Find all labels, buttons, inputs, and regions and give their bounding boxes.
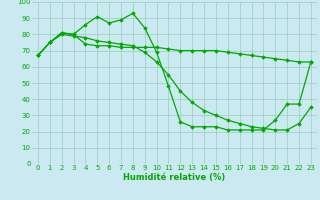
X-axis label: Humidité relative (%): Humidité relative (%): [123, 173, 226, 182]
